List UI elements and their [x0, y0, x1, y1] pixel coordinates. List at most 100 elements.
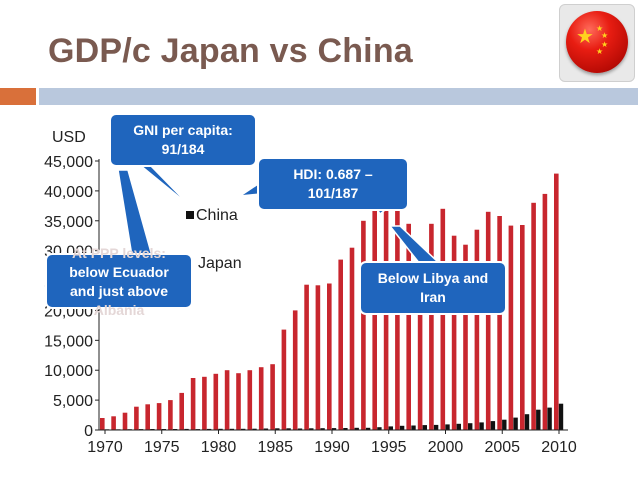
bar-japan-2008 — [531, 202, 536, 430]
bar-japan-1991 — [338, 259, 343, 430]
x-tick-label: 2005 — [484, 439, 520, 456]
bar-japan-1984 — [258, 367, 264, 430]
bar-china-2003 — [479, 422, 484, 430]
bar-japan-2007 — [520, 225, 525, 430]
bar-japan-1973 — [134, 406, 139, 430]
bar-japan-2000 — [440, 208, 446, 430]
bar-china-1996 — [399, 425, 405, 430]
bar-china-1977 — [184, 428, 189, 430]
bar-china-1979 — [206, 428, 212, 430]
bar-china-1985 — [275, 428, 280, 430]
x-tick-label: 1970 — [87, 439, 123, 456]
bar-china-1986 — [286, 428, 291, 430]
y-tick-label: 45,000 — [44, 154, 93, 171]
bar-china-1998 — [422, 425, 427, 430]
callout-ppp-line1: At PPP levels: — [72, 245, 166, 261]
callout-libya-line2: Iran — [420, 289, 446, 305]
callout-ppp-line4: Albania — [93, 302, 145, 318]
bar-japan-2004 — [485, 211, 491, 430]
bar-china-1989 — [320, 428, 325, 430]
legend-swatch-china — [186, 211, 194, 219]
bar-china-1997 — [411, 425, 416, 430]
callout-ppp-text: At PPP levels: below Ecuador and just ab… — [46, 244, 192, 320]
y-axis-label: USD — [52, 129, 86, 146]
bar-china-2006 — [513, 417, 518, 430]
callout-hdi-line2: 101/187 — [307, 185, 359, 201]
bar-china-2008 — [536, 409, 541, 430]
x-tick-label: 2010 — [541, 439, 577, 456]
flag-ball: ★ ★ ★ ★ ★ — [566, 11, 628, 73]
bar-china-1995 — [388, 426, 393, 430]
bar-china-1991 — [343, 428, 348, 430]
bar-china-2001 — [456, 423, 461, 430]
bar-japan-1985 — [270, 364, 275, 430]
callout-gni-box — [109, 113, 257, 167]
bar-japan-1992 — [349, 247, 355, 430]
bar-japan-1987 — [292, 310, 298, 430]
callout-gni-line2: 91/184 — [161, 141, 205, 157]
bar-japan-2003 — [474, 229, 480, 430]
callout-ppp-line3: and just above — [69, 283, 169, 299]
callout-hdi-text: HDI: 0.687 – 101/187 — [258, 165, 408, 203]
bar-china-1980 — [218, 428, 223, 430]
legend-label-japan: Japan — [198, 255, 242, 272]
y-tick-label: 35,000 — [44, 214, 93, 231]
bar-japan-1972 — [122, 412, 128, 430]
x-tick-label: 1975 — [144, 439, 180, 456]
bar-japan-1996 — [395, 206, 400, 430]
bar-japan-1989 — [315, 285, 321, 430]
bar-japan-2002 — [463, 244, 468, 430]
bar-china-2005 — [502, 419, 507, 430]
y-tick-label: 40,000 — [44, 184, 93, 201]
y-tick-label: 15,000 — [44, 333, 93, 350]
bar-japan-2005 — [497, 216, 502, 430]
callout-hdi-line1: HDI: 0.687 – — [293, 166, 373, 182]
bar-china-2007 — [524, 414, 530, 430]
bar-japan-1970 — [100, 418, 105, 430]
bar-china-1990 — [331, 428, 337, 430]
bar-japan-1975 — [156, 403, 162, 430]
accent-bar-blue — [39, 88, 638, 105]
bar-japan-1976 — [168, 400, 173, 430]
bar-japan-1998 — [417, 247, 423, 430]
bar-china-2009 — [547, 407, 552, 430]
bar-china-2002 — [468, 423, 473, 430]
bar-china-1983 — [252, 428, 257, 430]
accent-bar-orange — [0, 88, 36, 105]
bar-japan-1974 — [145, 404, 150, 430]
china-flag-icon: ★ ★ ★ ★ ★ — [559, 4, 635, 82]
bar-japan-1993 — [361, 220, 366, 430]
x-tick-label: 1985 — [257, 439, 293, 456]
bar-china-1994 — [377, 427, 382, 430]
bar-china-2000 — [445, 424, 450, 430]
flag-small-star-icon: ★ — [601, 40, 609, 49]
callout-gni-line1: GNI per capita: — [133, 122, 233, 138]
bar-japan-1997 — [406, 223, 411, 430]
bar-china-2010 — [558, 403, 564, 430]
callout-libya-line1: Below Libya and — [377, 270, 489, 286]
bar-japan-2010 — [554, 173, 559, 430]
flag-small-star-icon: ★ — [596, 24, 604, 33]
flag-small-star-icon: ★ — [601, 31, 609, 40]
callout-ppp-box — [45, 253, 193, 309]
y-tick-label: 5,000 — [53, 393, 93, 410]
bar-china-1987 — [297, 428, 303, 430]
bar-japan-1988 — [304, 284, 309, 430]
callout-layer — [45, 113, 507, 315]
bar-japan-1980 — [213, 373, 219, 430]
bar-japan-2006 — [508, 225, 514, 430]
y-tick-label: 10,000 — [44, 363, 93, 380]
bar-japan-1971 — [111, 416, 116, 430]
flag-small-star-icon: ★ — [596, 47, 604, 56]
x-tick-label: 1980 — [201, 439, 237, 456]
callout-libya-text: Below Libya and Iran — [360, 269, 506, 307]
bar-china-1988 — [309, 428, 314, 430]
bar-japan-1981 — [224, 370, 230, 430]
bar-japan-2001 — [451, 235, 457, 430]
bar-japan-1983 — [247, 370, 253, 430]
bar-japan-1979 — [202, 376, 207, 430]
x-tick-label: 2000 — [428, 439, 464, 456]
slide-title: GDP/c Japan vs China — [48, 32, 413, 70]
bar-japan-1986 — [281, 329, 287, 430]
